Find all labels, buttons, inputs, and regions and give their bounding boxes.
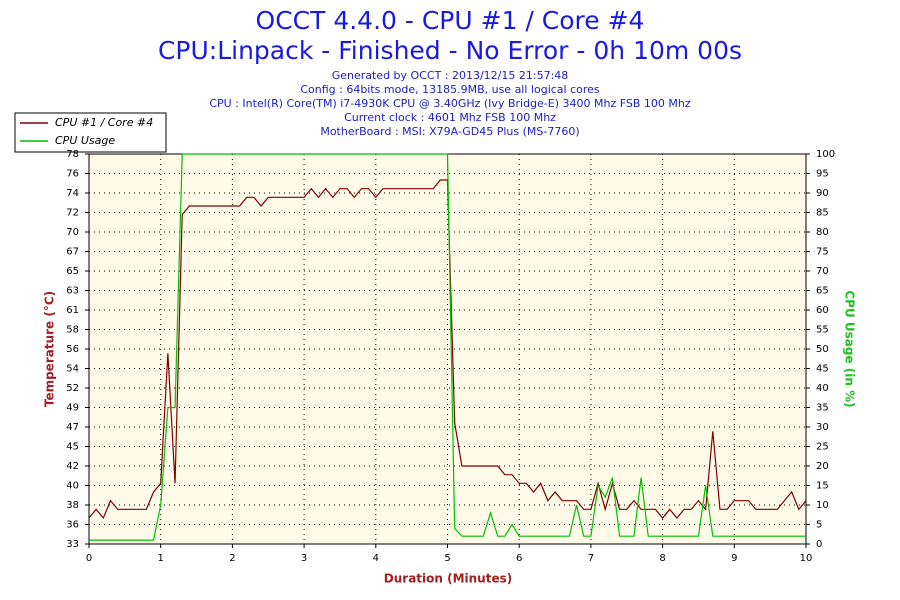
y2-tick-label: 15 [816, 481, 829, 492]
y2-tick-label: 20 [816, 461, 829, 472]
y2-tick-label: 85 [816, 208, 829, 219]
y-tick-label: 78 [66, 149, 79, 160]
legend [14, 112, 167, 153]
y2-tick-label: 95 [816, 169, 829, 180]
y-tick-label: 65 [66, 266, 79, 277]
y-axis-label: Temperature (°C) [43, 291, 57, 407]
y2-tick-label: 25 [816, 442, 829, 453]
info-line: CPU : Intel(R) Core(TM) i7-4930K CPU @ 3… [209, 97, 690, 110]
y-tick-label: 42 [66, 461, 79, 472]
x-tick-label: 8 [659, 553, 665, 564]
info-line: Config : 64bits mode, 13185.9MB, use all… [300, 83, 600, 96]
y2-tick-label: 90 [816, 188, 829, 199]
y-tick-label: 52 [66, 383, 79, 394]
y2-tick-label: 70 [816, 266, 829, 277]
info-line: Current clock : 4601 Mhz FSB 100 Mhz [344, 111, 556, 124]
y2-tick-label: 0 [816, 539, 822, 550]
y2-tick-label: 5 [816, 520, 822, 531]
x-tick-label: 7 [588, 553, 594, 564]
y-tick-label: 56 [66, 344, 79, 355]
info-line: MotherBoard : MSI: X79A-GD45 Plus (MS-77… [320, 125, 579, 138]
y-tick-label: 58 [66, 325, 79, 336]
y2-axis-label: CPU Usage (in %) [843, 290, 857, 407]
x-tick-label: 2 [229, 553, 235, 564]
series-line [89, 153, 806, 541]
y-tick-label: 45 [66, 442, 79, 453]
chart-subtitle: CPU:Linpack - Finished - No Error - 0h 1… [158, 36, 742, 65]
y-tick-label: 63 [66, 286, 79, 297]
x-tick-label: 1 [158, 553, 164, 564]
y-tick-label: 49 [66, 403, 79, 414]
y-tick-label: 54 [66, 364, 79, 375]
y-tick-label: 38 [66, 500, 79, 511]
legend-label: CPU #1 / Core #4 [55, 116, 153, 129]
y2-tick-label: 100 [816, 149, 835, 160]
x-tick-label: 3 [301, 553, 307, 564]
y-tick-label: 76 [66, 169, 79, 180]
y2-tick-label: 65 [816, 286, 829, 297]
y-tick-label: 67 [66, 247, 79, 258]
y-tick-label: 70 [66, 227, 79, 238]
chart-title: OCCT 4.4.0 - CPU #1 / Core #4 [256, 6, 645, 35]
info-line: Generated by OCCT : 2013/12/15 21:57:48 [332, 69, 569, 82]
y-tick-label: 47 [66, 422, 79, 433]
x-tick-label: 4 [373, 553, 379, 564]
y2-tick-label: 50 [816, 344, 829, 355]
y2-tick-label: 10 [816, 500, 829, 511]
y2-tick-label: 55 [816, 325, 829, 336]
y-tick-label: 72 [66, 208, 79, 219]
legend-label: CPU Usage [55, 134, 115, 147]
x-tick-label: 0 [86, 553, 92, 564]
y2-tick-label: 60 [816, 305, 829, 316]
y2-tick-label: 35 [816, 403, 829, 414]
y-tick-label: 33 [66, 539, 79, 550]
x-tick-label: 6 [516, 553, 522, 564]
y-tick-label: 40 [66, 481, 79, 492]
y2-tick-label: 45 [816, 364, 829, 375]
y-tick-label: 61 [66, 305, 79, 316]
y-tick-label: 74 [66, 188, 79, 199]
y-tick-label: 36 [66, 520, 79, 531]
y2-tick-label: 75 [816, 247, 829, 258]
x-axis-label: Duration (Minutes) [384, 572, 512, 586]
x-tick-label: 10 [800, 553, 813, 564]
y2-tick-label: 80 [816, 227, 829, 238]
y2-tick-label: 30 [816, 422, 829, 433]
y2-tick-label: 40 [816, 383, 829, 394]
x-tick-label: 5 [444, 553, 450, 564]
x-tick-label: 9 [731, 553, 737, 564]
